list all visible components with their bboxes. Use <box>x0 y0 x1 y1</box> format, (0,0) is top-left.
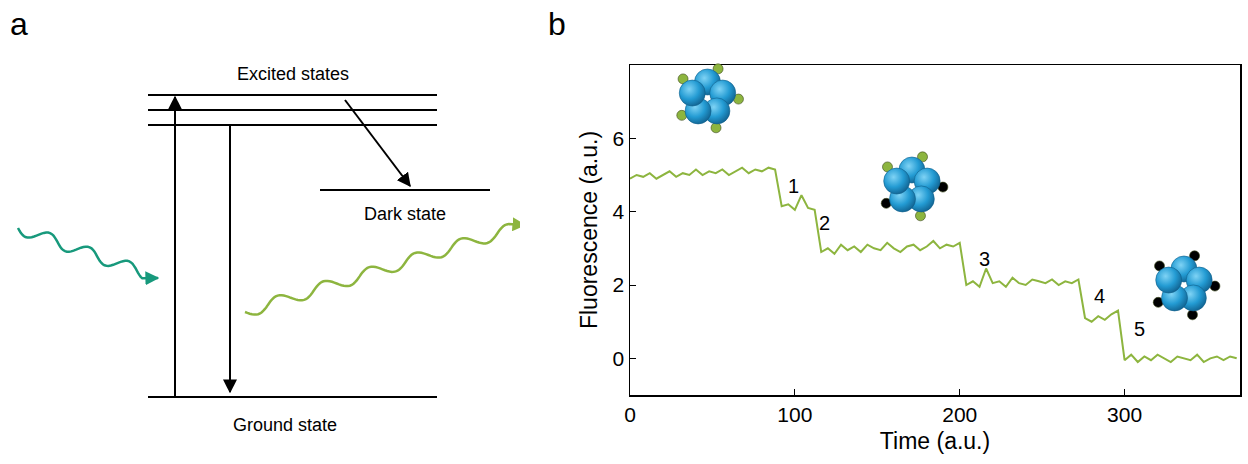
svg-text:Fluorescence (a.u.): Fluorescence (a.u.) <box>576 131 602 329</box>
svg-text:Ground state: Ground state <box>233 415 337 435</box>
html-text:b: b <box>548 6 566 42</box>
svg-text:5: 5 <box>1134 318 1145 340</box>
svg-text:4: 4 <box>613 200 625 223</box>
svg-text:3: 3 <box>979 248 990 270</box>
svg-text:1: 1 <box>788 175 799 197</box>
svg-text:2: 2 <box>819 212 830 234</box>
svg-text:2: 2 <box>613 273 625 296</box>
svg-text:Dark state: Dark state <box>364 204 446 224</box>
svg-text:6: 6 <box>613 127 625 150</box>
svg-text:100: 100 <box>777 403 812 426</box>
svg-text:Excited states: Excited states <box>237 64 349 84</box>
svg-text:4: 4 <box>1094 285 1105 307</box>
svg-text:300: 300 <box>1107 403 1142 426</box>
html-text:a: a <box>10 6 28 42</box>
svg-text:0: 0 <box>624 403 636 426</box>
svg-text:200: 200 <box>942 403 977 426</box>
svg-text:Time (a.u.): Time (a.u.) <box>880 428 990 454</box>
svg-text:0: 0 <box>613 347 625 370</box>
